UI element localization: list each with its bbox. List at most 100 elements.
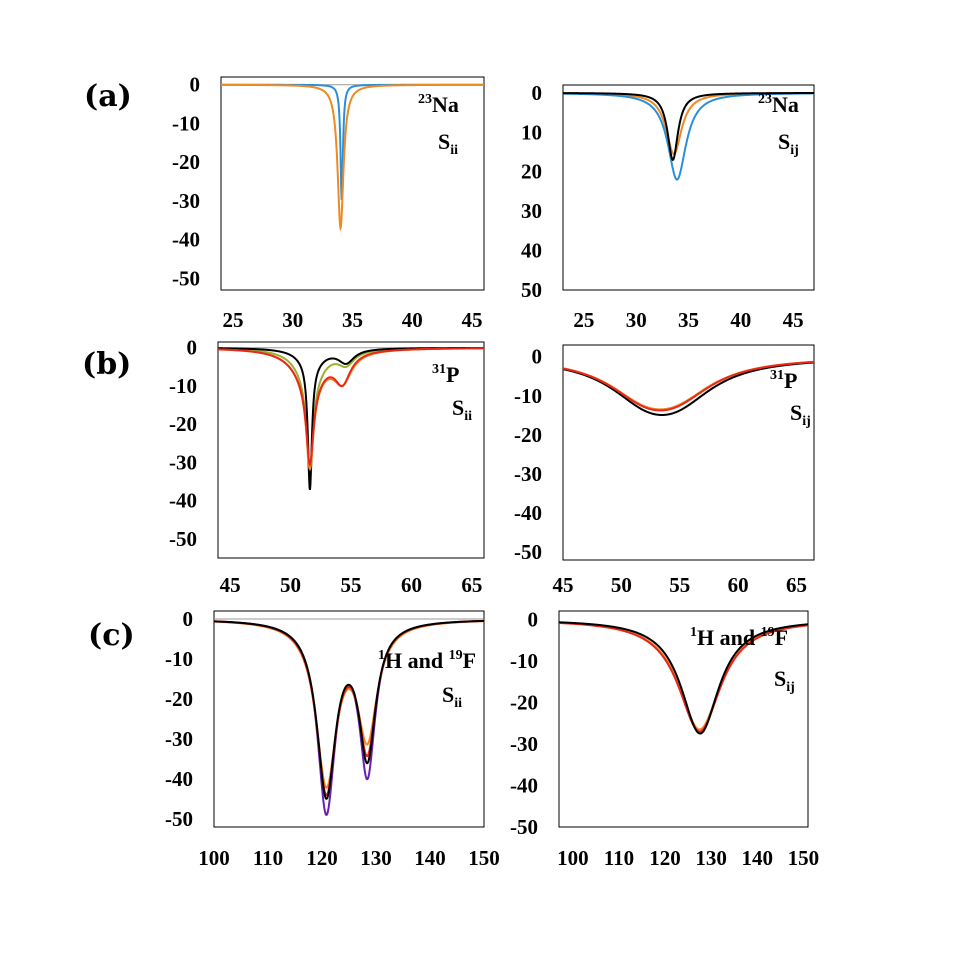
x-tick-label: 110: [604, 846, 634, 870]
series-line-black: [563, 92, 814, 162]
y-tick-label: -20: [169, 412, 197, 436]
x-tick-label: 150: [788, 846, 820, 870]
y-tick-label: -20: [510, 690, 538, 714]
scattering-parameter-label: Sij: [790, 400, 811, 429]
plot-frame: [220, 76, 485, 291]
x-tick-label: 30: [282, 308, 303, 332]
x-tick-label: 140: [414, 846, 446, 870]
y-tick-label: -50: [514, 540, 542, 564]
plot-frame: [562, 344, 815, 561]
series-line-black: [563, 361, 814, 416]
y-tick-label: -50: [510, 815, 538, 839]
y-tick-label: -50: [165, 807, 193, 831]
x-tick-label: 60: [728, 573, 749, 597]
plot-frame: [558, 610, 809, 828]
y-tick-label: 10: [521, 120, 542, 144]
y-tick-label: -20: [165, 687, 193, 711]
series-line-red: [218, 347, 484, 467]
x-tick-label: 60: [401, 573, 422, 597]
scattering-parameter-label: Sii: [442, 682, 462, 711]
y-tick-label: -50: [169, 527, 197, 551]
y-tick-label: -10: [165, 647, 193, 671]
y-tick-label: -10: [510, 649, 538, 673]
nucleus-annotation: 31P: [432, 362, 459, 387]
panel-label-c: (c): [88, 618, 135, 653]
y-tick-label: -50: [172, 266, 200, 290]
x-tick-label: 100: [198, 846, 230, 870]
chart-b_left: 45 50 55 60 65 0 -10 -20 -30 -40 -50 31P Sii: [169, 336, 485, 597]
nucleus-annotation: 23Na: [758, 92, 799, 117]
y-tick-label: -40: [165, 767, 193, 791]
series-line-black: [214, 619, 484, 800]
x-tick-label: 120: [306, 846, 338, 870]
series-line-black: [559, 621, 808, 735]
y-tick-label: -30: [510, 732, 538, 756]
nucleus-annotation: 23Na: [418, 92, 459, 117]
y-tick-label: -30: [514, 462, 542, 486]
x-tick-label: 100: [557, 846, 589, 870]
panel-label-b: (b): [82, 347, 131, 382]
nucleus-annotation: 1H and 19F: [378, 648, 476, 673]
panel-label-a: (a): [84, 79, 132, 114]
scattering-parameter-label: Sii: [452, 395, 472, 424]
plot-frame: [217, 341, 485, 559]
chart-a_left: 25 30 35 40 45 0 -10 -20 -30 -40 -50 23Na Sii: [172, 73, 485, 332]
scattering-parameter-label: Sij: [774, 666, 795, 695]
y-tick-label: 0: [532, 345, 543, 369]
x-tick-label: 40: [402, 308, 423, 332]
y-tick-label: -20: [514, 423, 542, 447]
chart-c_left: 100 110 120 130 140 150 0 -10 -20 -30 -40 -50 1H and…: [165, 607, 500, 870]
y-tick-label: -20: [172, 150, 200, 174]
y-tick-label: 0: [187, 336, 198, 360]
x-tick-label: 50: [611, 573, 632, 597]
x-tick-label: 55: [341, 573, 362, 597]
x-tick-label: 55: [669, 573, 690, 597]
x-tick-label: 30: [626, 308, 647, 332]
x-tick-label: 40: [730, 308, 751, 332]
x-tick-label: 130: [695, 846, 727, 870]
x-tick-label: 25: [222, 308, 243, 332]
x-tick-label: 50: [280, 573, 301, 597]
y-tick-label: -30: [165, 727, 193, 751]
x-tick-label: 35: [342, 308, 363, 332]
scattering-parameter-label: Sij: [778, 129, 799, 158]
x-tick-label: 65: [461, 573, 482, 597]
series-line-red: [559, 621, 808, 733]
y-tick-label: 0: [528, 607, 539, 631]
x-tick-label: 130: [360, 846, 392, 870]
y-tick-label: 0: [183, 607, 194, 631]
y-tick-label: -10: [514, 384, 542, 408]
nucleus-annotation: 1H and 19F: [690, 625, 788, 650]
x-tick-label: 45: [783, 308, 804, 332]
x-tick-label: 45: [220, 573, 241, 597]
x-tick-label: 140: [742, 846, 774, 870]
x-tick-label: 120: [649, 846, 681, 870]
y-tick-label: -40: [169, 489, 197, 513]
x-tick-label: 35: [678, 308, 699, 332]
y-tick-label: -40: [514, 501, 542, 525]
x-tick-label: 110: [253, 846, 283, 870]
y-tick-label: -10: [169, 374, 197, 398]
y-tick-label: 0: [532, 81, 543, 105]
y-tick-label: 20: [521, 160, 542, 184]
chart-b_right: 45 50 55 60 65 0 -10 -20 -30 -40 -50 31P Sij: [514, 344, 815, 597]
plot-frame: [562, 84, 815, 291]
x-tick-label: 65: [786, 573, 807, 597]
x-tick-label: 150: [468, 846, 500, 870]
y-tick-label: 40: [521, 239, 542, 263]
y-tick-label: -40: [172, 228, 200, 252]
x-tick-label: 25: [573, 308, 594, 332]
y-tick-label: -10: [172, 111, 200, 135]
chart-a_right: 25 30 35 40 45 0 10 20 30 40 50 23Na Sij: [521, 81, 815, 332]
plot-frame: [213, 610, 485, 828]
y-tick-label: -30: [169, 450, 197, 474]
y-tick-label: 50: [521, 278, 542, 302]
x-tick-label: 45: [462, 308, 483, 332]
x-tick-label: 45: [553, 573, 574, 597]
chart-c_right: 100 110 120 130 140 150 0 -10 -20 -30 -40 -50 1H and…: [510, 607, 819, 870]
y-tick-label: -40: [510, 773, 538, 797]
series-line-orange: [221, 83, 484, 232]
scattering-parameter-label: Sii: [438, 129, 458, 158]
y-tick-label: -30: [172, 189, 200, 213]
